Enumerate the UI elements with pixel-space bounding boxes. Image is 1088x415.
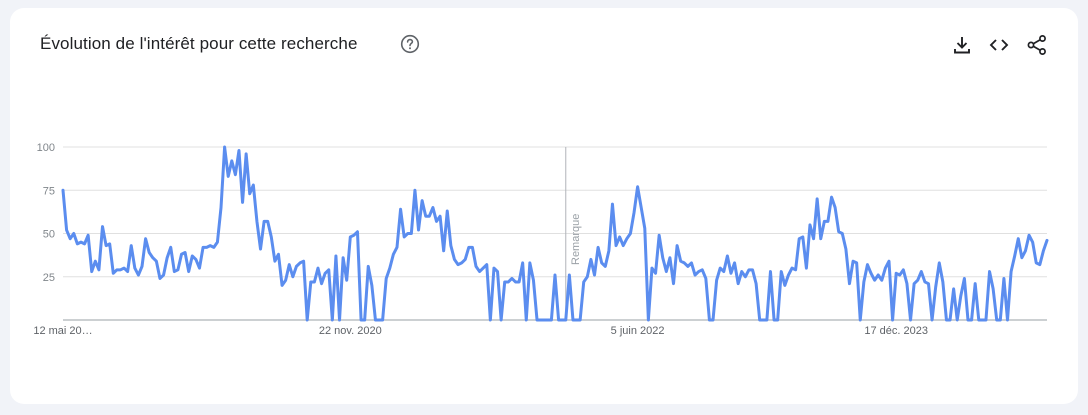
y-tick-label: 50 <box>43 229 55 241</box>
y-tick-label: 75 <box>43 185 55 197</box>
x-tick-label: 17 déc. 2023 <box>864 325 928 337</box>
interest-over-time-card: Évolution de l'intérêt pour cette recher… <box>10 8 1078 404</box>
embed-code-icon[interactable] <box>988 34 1010 56</box>
help-circle-icon[interactable] <box>400 34 420 54</box>
x-tick-label: 22 nov. 2020 <box>319 325 382 337</box>
download-icon[interactable] <box>951 34 973 56</box>
share-icon[interactable] <box>1026 34 1048 56</box>
annotation-label: Remarque <box>570 214 582 265</box>
x-tick-label: 5 juin 2022 <box>611 325 665 337</box>
series-line <box>61 145 1049 322</box>
card-title: Évolution de l'intérêt pour cette recher… <box>40 34 358 53</box>
x-tick-label: 12 mai 20… <box>33 325 92 337</box>
y-tick-label: 100 <box>37 142 55 154</box>
y-tick-label: 25 <box>43 272 55 284</box>
